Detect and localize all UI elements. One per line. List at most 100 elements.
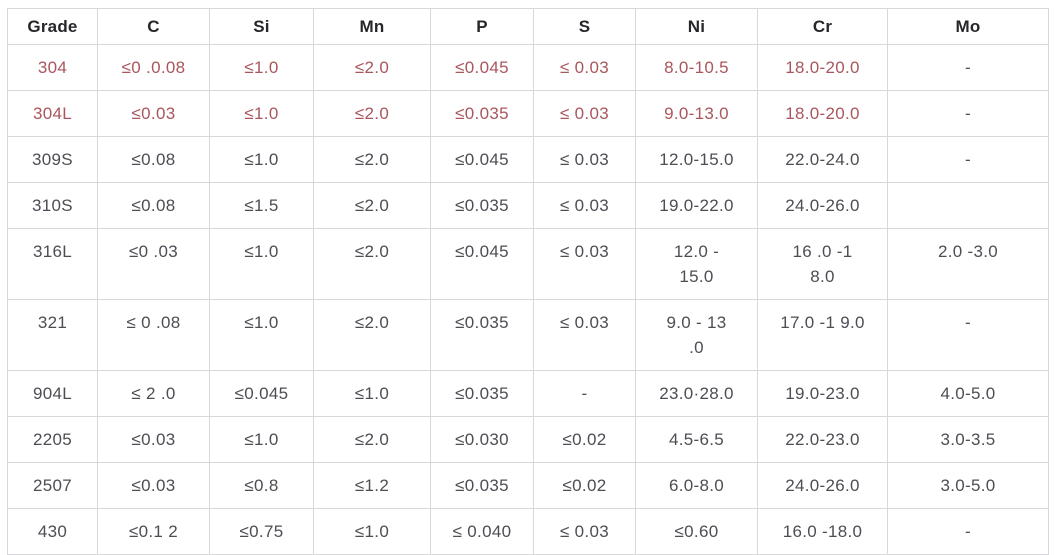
column-header-grade: Grade [7,8,98,45]
table-cell [887,182,1049,229]
table-cell: 16 .0 -1 8.0 [757,228,888,300]
table-cell: 19.0-22.0 [635,182,758,229]
table-cell: 430 [7,508,98,555]
table-cell: ≤1.5 [209,182,314,229]
table-cell: ≤0.035 [430,462,534,509]
table-cell: 22.0-24.0 [757,136,888,183]
table-row-309s: 309S ≤0.08 ≤1.0 ≤2.0 ≤0.045 ≤ 0.03 12.0-15.0 22… [7,136,1049,183]
table-cell: ≤0.02 [533,462,636,509]
table-cell: ≤0.045 [430,136,534,183]
table-cell: 304 [7,44,98,91]
table-cell: 9.0-13.0 [635,90,758,137]
table-row-430: 430 ≤0.1 2 ≤0.75 ≤1.0 ≤ 0.040 ≤ 0.03 ≤0.60 16.0… [7,508,1049,555]
table-cell: ≤1.0 [209,299,314,371]
table-cell: ≤1.0 [209,416,314,463]
table-cell: ≤1.0 [209,228,314,300]
table-cell: 2205 [7,416,98,463]
column-header-si: Si [209,8,314,45]
table-cell: 4.5-6.5 [635,416,758,463]
column-header-mn: Mn [313,8,431,45]
table-cell: ≤2.0 [313,136,431,183]
table-cell: ≤2.0 [313,182,431,229]
table-cell: ≤ 0.03 [533,136,636,183]
table-cell: 310S [7,182,98,229]
table-cell: ≤0.035 [430,299,534,371]
table-cell: ≤0 .0.08 [97,44,210,91]
table-cell: ≤1.0 [209,44,314,91]
table-cell: 12.0 - 15.0 [635,228,758,300]
table-cell: ≤1.0 [313,508,431,555]
table-cell: ≤ 0.040 [430,508,534,555]
table-cell: ≤ 2 .0 [97,370,210,417]
table-cell: ≤ 0.03 [533,90,636,137]
table-cell: 4.0-5.0 [887,370,1049,417]
table-cell: ≤1.0 [209,136,314,183]
table-cell: ≤0.75 [209,508,314,555]
table-row-904l: 904L ≤ 2 .0 ≤0.045 ≤1.0 ≤0.035-23.0·28.0 19.0… [7,370,1049,417]
table-row-321: 321 ≤ 0 .08 ≤1.0 ≤2.0 ≤0.035 ≤ 0.03 9.0 - 13 .… [7,299,1049,371]
table-cell: 3.0-5.0 [887,462,1049,509]
column-header-c: C [97,8,210,45]
table-cell: 12.0-15.0 [635,136,758,183]
table-cell: ≤0.8 [209,462,314,509]
column-header-mo: Mo [887,8,1049,45]
table-cell: 321 [7,299,98,371]
composition-table: Grade C Si Mn P S Ni Cr Mo 304 ≤0 .0.08 ≤1.0 ≤2.0 ≤0… [7,8,1049,555]
table-cell: 904L [7,370,98,417]
table-cell: 6.0-8.0 [635,462,758,509]
table-cell: ≤2.0 [313,44,431,91]
table-cell: ≤0.02 [533,416,636,463]
table-row-304: 304 ≤0 .0.08 ≤1.0 ≤2.0 ≤0.045 ≤ 0.03 8.0-10.5 1… [7,44,1049,91]
table-cell: 309S [7,136,98,183]
table-cell: ≤0.03 [97,462,210,509]
table-cell: 22.0-23.0 [757,416,888,463]
table-cell: 19.0-23.0 [757,370,888,417]
table-header-row: Grade C Si Mn P S Ni Cr Mo [7,8,1049,45]
table-cell: ≤ 0.03 [533,44,636,91]
table-cell: ≤2.0 [313,90,431,137]
table-cell: ≤0.60 [635,508,758,555]
table-cell: 17.0 -1 9.0 [757,299,888,371]
table-cell: 304L [7,90,98,137]
table-cell: - [887,90,1049,137]
table-cell: ≤0.1 2 [97,508,210,555]
table-cell: ≤2.0 [313,416,431,463]
table-cell: ≤0.03 [97,416,210,463]
table-cell: 16.0 -18.0 [757,508,888,555]
table-cell: ≤2.0 [313,228,431,300]
table-cell: ≤2.0 [313,299,431,371]
table-cell: ≤ 0.03 [533,228,636,300]
table-cell: - [533,370,636,417]
table-cell: ≤ 0 .08 [97,299,210,371]
table-cell: ≤0.035 [430,182,534,229]
table-cell: - [887,299,1049,371]
table-row-310s: 310S ≤0.08 ≤1.5 ≤2.0 ≤0.035 ≤ 0.03 19.0-22.0 24… [7,182,1049,229]
table-cell: 23.0·28.0 [635,370,758,417]
table-cell: - [887,136,1049,183]
table-cell: ≤0.03 [97,90,210,137]
table-cell: ≤0.045 [209,370,314,417]
table-cell: 24.0-26.0 [757,182,888,229]
column-header-p: P [430,8,534,45]
table-cell: ≤0.035 [430,370,534,417]
table-cell: 18.0-20.0 [757,44,888,91]
column-header-s: S [533,8,636,45]
table-cell: ≤0.08 [97,136,210,183]
table-cell: 8.0-10.5 [635,44,758,91]
table-cell: 2507 [7,462,98,509]
table-row-304l: 304L ≤0.03 ≤1.0 ≤2.0 ≤0.035 ≤ 0.03 9.0-13.0 18.… [7,90,1049,137]
column-header-cr: Cr [757,8,888,45]
table-row-2507: 2507 ≤0.03 ≤0.8 ≤1.2 ≤0.035 ≤0.02 6.0-8.0 24.0-… [7,462,1049,509]
table-cell: ≤1.0 [313,370,431,417]
table-cell: - [887,508,1049,555]
table-cell: ≤ 0.03 [533,182,636,229]
table-cell: ≤0.045 [430,44,534,91]
table-row-316l: 316L ≤0 .03 ≤1.0 ≤2.0 ≤0.045 ≤ 0.03 12.0 - 15.… [7,228,1049,300]
table-cell: ≤0.08 [97,182,210,229]
column-header-ni: Ni [635,8,758,45]
table-cell: ≤0.030 [430,416,534,463]
table-cell: ≤0.045 [430,228,534,300]
table-cell: ≤ 0.03 [533,508,636,555]
table-cell: 316L [7,228,98,300]
table-cell: 24.0-26.0 [757,462,888,509]
